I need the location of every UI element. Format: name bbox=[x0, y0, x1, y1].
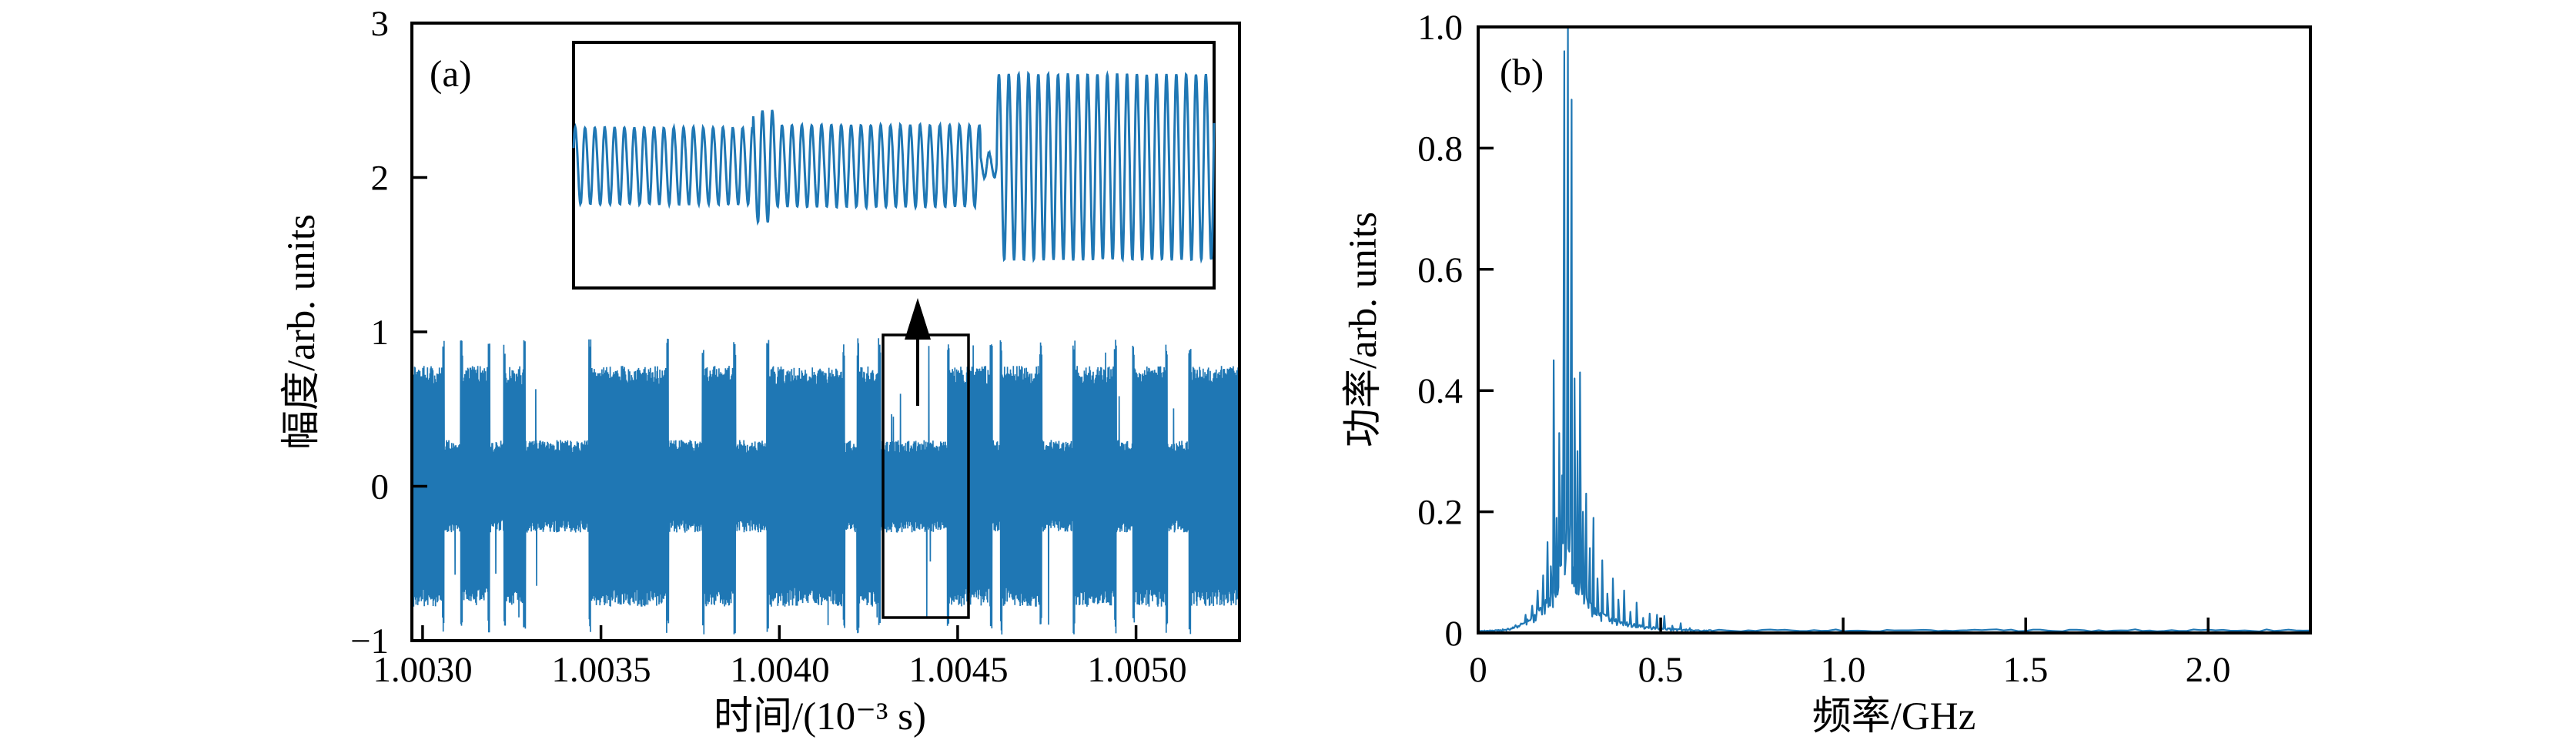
panel-a-axes-box bbox=[410, 22, 1241, 642]
panel-b: 功率/arb. units 1.0 0.8 0.6 0.4 0.2 0 (b) … bbox=[1342, 8, 2312, 738]
panel-a-ylabel: 幅度/arb. units bbox=[280, 214, 323, 450]
panel-b-axis-ticks bbox=[1477, 25, 2210, 634]
panel-a-ytick-1: 1 bbox=[371, 313, 390, 353]
inset bbox=[572, 41, 1216, 290]
panel-b-ytick-0: 0 bbox=[1445, 614, 1464, 654]
panel-a-xtick-1: 1.0035 bbox=[551, 650, 651, 690]
waveform-a bbox=[411, 338, 1240, 635]
panel-b-ytick-10: 1.0 bbox=[1417, 8, 1463, 48]
panel-b-xtick-4: 2.0 bbox=[2186, 650, 2231, 690]
panel-b-letter: (b) bbox=[1500, 51, 1544, 93]
panel-b-ytick-06: 0.6 bbox=[1417, 250, 1463, 290]
panel-a-ytick-m1: −1 bbox=[350, 621, 389, 661]
panel-a-ytick-3: 3 bbox=[371, 4, 390, 44]
zoom-arrow bbox=[905, 298, 931, 406]
panel-b-xlabel: 频率/GHz bbox=[1812, 695, 1975, 738]
panel-a-xtick-0: 1.0030 bbox=[373, 650, 472, 690]
panel-b-ylabel: 功率/arb. units bbox=[1342, 212, 1385, 447]
panel-a-letter: (a) bbox=[430, 52, 471, 95]
inset-waveform bbox=[572, 70, 1216, 264]
spectrum-line bbox=[1477, 25, 2311, 633]
panel-b-xtick-2: 1.0 bbox=[1821, 650, 1866, 690]
panel-b-xtick-0: 0 bbox=[1469, 650, 1487, 690]
panel-a-xtick-3: 1.0045 bbox=[908, 650, 1008, 690]
zoom-arrow-head bbox=[905, 298, 931, 340]
panel-b-ytick-08: 0.8 bbox=[1417, 129, 1463, 169]
panel-b-xtick-1: 0.5 bbox=[1638, 650, 1684, 690]
panel-a-xtick-2: 1.0040 bbox=[730, 650, 829, 690]
panel-a-ytick-0: 0 bbox=[371, 467, 390, 507]
panel-b-xtick-3: 1.5 bbox=[2003, 650, 2049, 690]
panel-b-ytick-04: 0.4 bbox=[1417, 371, 1463, 411]
panel-a-ytick-2: 2 bbox=[371, 159, 390, 199]
panel-b-ytick-02: 0.2 bbox=[1417, 493, 1463, 533]
panel-b-axes-box bbox=[1477, 25, 2312, 634]
panel-a-xlabel: 时间/(10⁻³ s) bbox=[714, 695, 926, 738]
panel-a-axis-ticks bbox=[413, 22, 1138, 642]
panel-a-xtick-4: 1.0050 bbox=[1087, 650, 1186, 690]
panel-a: 幅度/arb. units 3 2 1 0 −1 (a) 1.0030 1.00… bbox=[280, 4, 1241, 738]
